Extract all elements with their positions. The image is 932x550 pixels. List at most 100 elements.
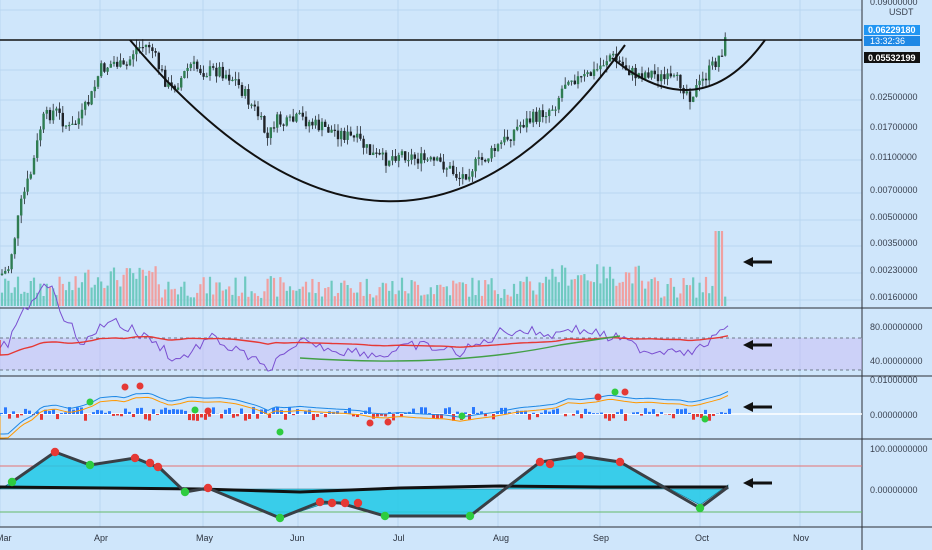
- volume-bar: [144, 275, 148, 306]
- macd-histogram-bar: [240, 408, 243, 414]
- volume-bar: [365, 278, 368, 306]
- macd-histogram-bar: [548, 411, 551, 414]
- volume-bar: [4, 278, 7, 306]
- macd-histogram-bar: [60, 413, 63, 414]
- volume-bar: [304, 281, 308, 306]
- volume-bar: [164, 289, 167, 306]
- macd-cross-dot: [86, 398, 94, 406]
- volume-bar: [455, 283, 458, 306]
- volume-bar: [557, 282, 560, 306]
- macd-histogram-bar: [312, 414, 315, 421]
- volume-bar: [170, 289, 173, 306]
- time-axis-label: Mar: [0, 533, 12, 543]
- macd-histogram-bar: [252, 407, 255, 414]
- volume-bar: [653, 277, 656, 306]
- volume-bar: [679, 293, 682, 306]
- candle-body: [215, 67, 218, 77]
- volume-bar: [285, 290, 288, 306]
- volume-bar: [356, 292, 359, 306]
- macd-axis-label: 0.00000000: [870, 410, 918, 420]
- volume-bar: [20, 293, 23, 306]
- macd-histogram-bar: [268, 414, 271, 418]
- volume-bar: [196, 292, 199, 306]
- volume-bar: [244, 276, 247, 306]
- volume-bar: [336, 292, 340, 306]
- macd-histogram-bar: [624, 414, 627, 421]
- candle-body: [695, 85, 698, 97]
- osc-signal-dot: [50, 447, 60, 457]
- macd-histogram-bar: [696, 414, 699, 417]
- time-axis-label: May: [196, 533, 214, 543]
- macd-histogram-bar: [100, 410, 103, 414]
- candle-body: [519, 124, 522, 127]
- volume-bar: [45, 283, 48, 306]
- macd-histogram-bar: [724, 412, 727, 414]
- osc-signal-dot: [340, 498, 350, 508]
- candle-body: [221, 66, 224, 79]
- candle-body: [474, 158, 477, 172]
- volume-bar: [48, 287, 52, 306]
- volume-bar: [308, 292, 311, 306]
- candle-body: [708, 65, 711, 81]
- macd-histogram-bar: [192, 414, 195, 421]
- volume-bar: [637, 265, 640, 306]
- volume-bar: [112, 267, 116, 306]
- candle-body: [541, 110, 544, 117]
- volume-bar: [436, 285, 439, 306]
- volume-bar: [340, 282, 343, 306]
- price-axis-label: 0.00230000: [870, 265, 918, 275]
- volume-bar: [506, 294, 509, 306]
- time-axis-label: Jun: [290, 533, 305, 543]
- macd-histogram-bar: [468, 414, 471, 421]
- candle-body: [394, 156, 397, 161]
- volume-bar: [359, 282, 362, 306]
- candle-body: [557, 97, 560, 110]
- volume-bar: [231, 294, 234, 306]
- price-axis-label: 0.01100000: [870, 152, 917, 162]
- volume-bar: [631, 283, 634, 306]
- volume-bar: [93, 284, 96, 306]
- candle-body: [231, 79, 234, 82]
- volume-bar: [484, 280, 487, 306]
- candle-body: [282, 124, 285, 126]
- macd-histogram-bar: [440, 414, 443, 419]
- osc-axis-label: 100.00000000: [870, 444, 928, 454]
- handle-curve: [611, 39, 766, 91]
- volume-bar: [311, 278, 314, 306]
- macd-histogram-bar: [668, 414, 671, 415]
- volume-bar: [711, 285, 714, 306]
- volume-bar: [490, 278, 493, 306]
- volume-bar: [263, 291, 266, 306]
- candle-body: [196, 61, 199, 69]
- candle-body: [650, 70, 653, 78]
- candle-body: [663, 74, 666, 80]
- macd-histogram-bar: [524, 410, 527, 414]
- countdown-text: 13:32:36: [870, 36, 905, 46]
- volume-bar: [16, 276, 20, 306]
- macd-histogram-bar: [380, 414, 383, 416]
- candle-body: [23, 191, 26, 199]
- candle-body: [391, 156, 394, 161]
- candle-body: [429, 157, 432, 160]
- volume-bar: [669, 278, 672, 306]
- macd-histogram-bar: [208, 414, 211, 417]
- volume-bar: [240, 292, 244, 306]
- macd-histogram-bar: [132, 414, 135, 418]
- macd-histogram-bar: [288, 407, 291, 414]
- macd-histogram-bar: [404, 412, 407, 414]
- macd-histogram-bar: [584, 408, 587, 414]
- volume-bar: [477, 280, 480, 306]
- candle-body: [135, 47, 138, 55]
- candle-body: [592, 69, 596, 76]
- volume-bar: [461, 282, 464, 306]
- candle-body: [522, 124, 525, 128]
- volume-bar: [698, 282, 701, 306]
- volume-bar: [282, 282, 285, 306]
- macd-histogram-bar: [376, 414, 379, 417]
- volume-bar: [122, 274, 125, 306]
- macd-histogram-bar: [244, 414, 247, 421]
- candle-body: [461, 174, 464, 179]
- volume-bar: [602, 266, 605, 306]
- macd-histogram-bar: [292, 414, 295, 416]
